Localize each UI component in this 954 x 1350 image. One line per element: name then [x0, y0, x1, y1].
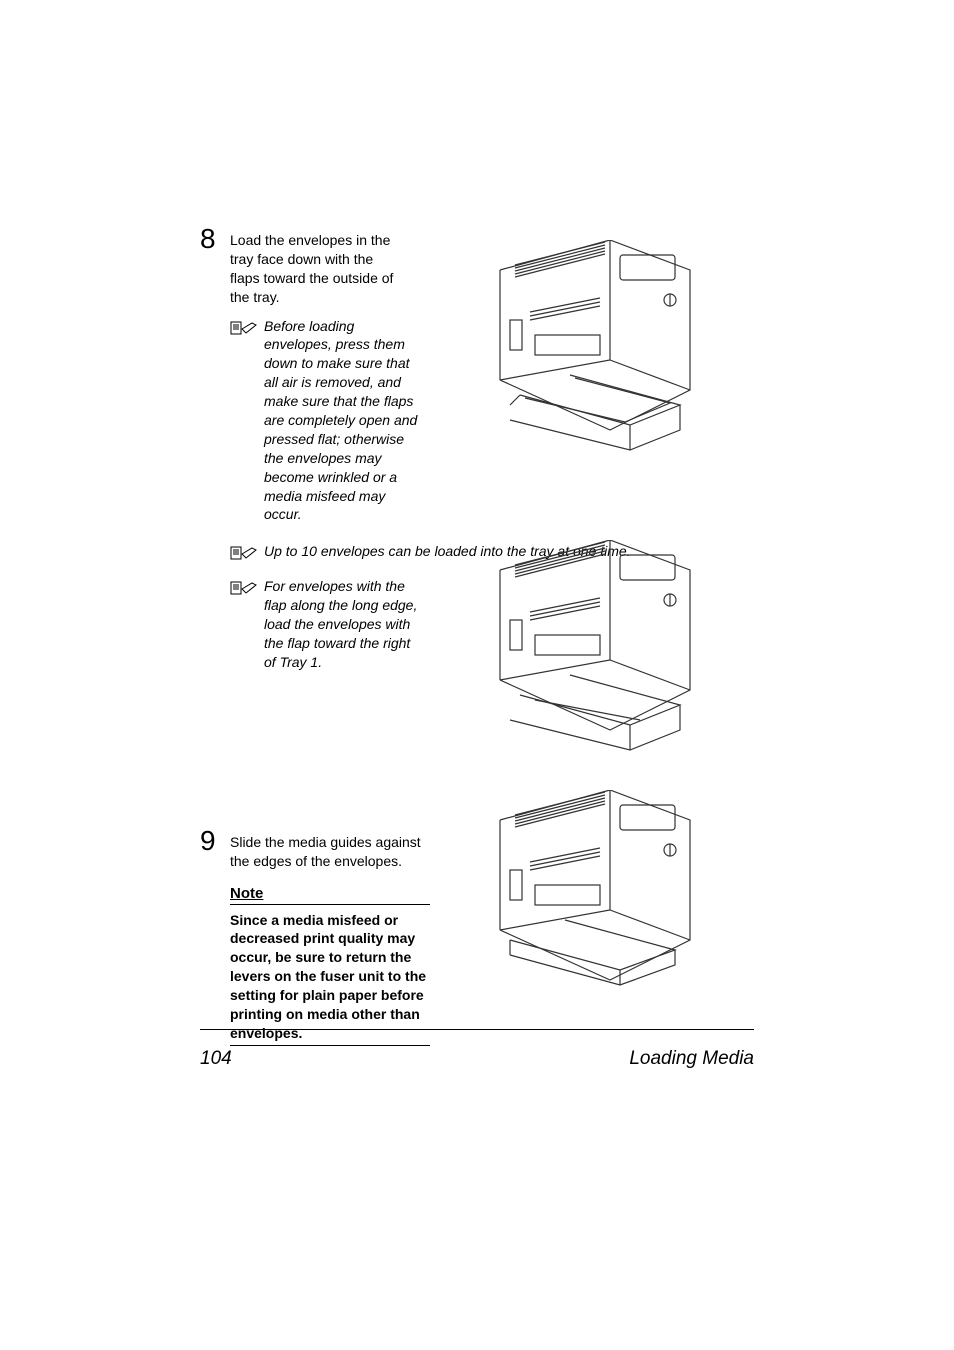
step-number: 9	[200, 827, 230, 855]
footer-rule	[200, 1029, 754, 1030]
hand-note-icon	[230, 577, 264, 602]
manual-page: 8 Load the envelopes in the tray face do…	[0, 0, 954, 1350]
note-heading: Note	[230, 885, 430, 902]
tip-3: For envelopes with the flap along the lo…	[230, 577, 440, 671]
step-9: 9 Slide the media guides against the edg…	[200, 827, 430, 871]
step-9-text-col: 9 Slide the media guides against the edg…	[200, 827, 430, 1052]
note-rule-top	[230, 904, 430, 905]
step-9-row: 9 Slide the media guides against the edg…	[200, 827, 754, 1052]
printer-illustration-icon	[480, 790, 710, 1010]
tip-text: Before loading envelopes, press them dow…	[264, 317, 420, 525]
printer-illustration-icon	[480, 240, 710, 460]
step-body: Slide the media guides against the edges…	[230, 827, 430, 871]
page-number: 104	[200, 1048, 232, 1070]
tip-3-row: For envelopes with the flap along the lo…	[200, 577, 754, 671]
tip-text: For envelopes with the flap along the lo…	[264, 577, 420, 671]
figure-2	[480, 540, 710, 760]
tip-3-text-col: For envelopes with the flap along the lo…	[200, 577, 440, 671]
page-footer: 104 Loading Media	[200, 1048, 754, 1070]
figure-1	[480, 240, 710, 460]
note-block: Note Since a media misfeed or decreased …	[230, 885, 430, 1046]
step-9-text: Slide the media guides against the edges…	[230, 834, 421, 869]
section-title: Loading Media	[629, 1048, 754, 1070]
printer-illustration-icon	[480, 540, 710, 760]
note-rule-bottom	[230, 1045, 430, 1046]
step-8-text: Load the envelopes in the tray face down…	[230, 231, 400, 307]
step-8-row: 8 Load the envelopes in the tray face do…	[200, 225, 754, 524]
hand-note-icon	[230, 542, 264, 567]
figure-3	[480, 790, 710, 1010]
step-number: 8	[200, 225, 230, 253]
note-body: Since a media misfeed or decreased print…	[230, 911, 430, 1043]
hand-note-icon	[230, 317, 264, 342]
